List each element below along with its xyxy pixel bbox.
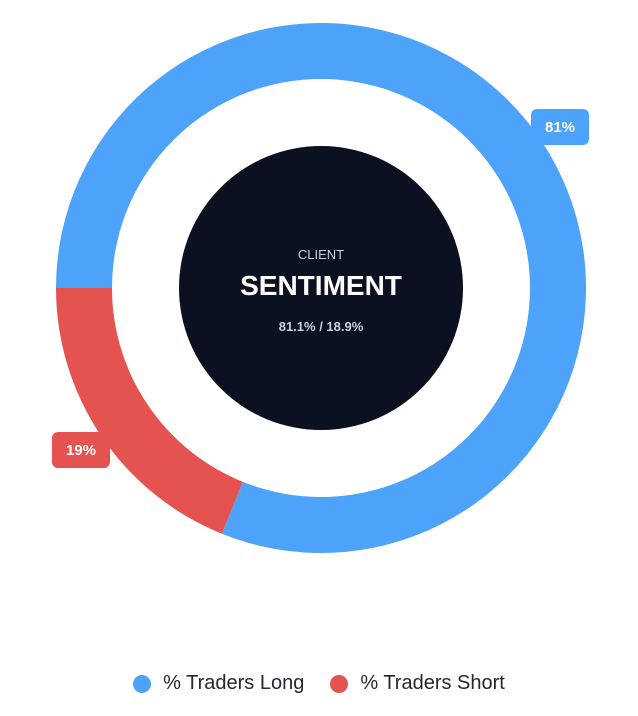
legend-item-short[interactable]: % Traders Short (330, 672, 505, 695)
legend-label-short: % Traders Short (360, 672, 505, 694)
legend-swatch-long (133, 674, 152, 693)
center-kicker: CLIENT (298, 247, 344, 262)
data-label-short: 19% (52, 432, 110, 468)
legend: % Traders Long % Traders Short (0, 672, 638, 695)
slice-short[interactable] (56, 288, 243, 534)
data-label-long-bg (531, 109, 589, 145)
legend-item-long[interactable]: % Traders Long (133, 672, 304, 695)
data-label-short-text: 19% (66, 442, 96, 459)
legend-label-long: % Traders Long (163, 672, 305, 694)
center-ratio: 81.1% / 18.9% (279, 319, 364, 334)
legend-swatch-short (330, 674, 349, 693)
center-disc (179, 146, 463, 430)
donut-slices (56, 22, 586, 554)
data-label-long: 81% (531, 109, 589, 145)
data-label-short-bg (52, 432, 110, 468)
center-title: SENTIMENT (240, 270, 402, 301)
data-label-long-text: 81% (545, 119, 575, 136)
sentiment-donut-chart: CLIENT SENTIMENT 81.1% / 18.9% 81% 19% (52, 22, 589, 554)
data-labels: 81% 19% (52, 109, 589, 468)
